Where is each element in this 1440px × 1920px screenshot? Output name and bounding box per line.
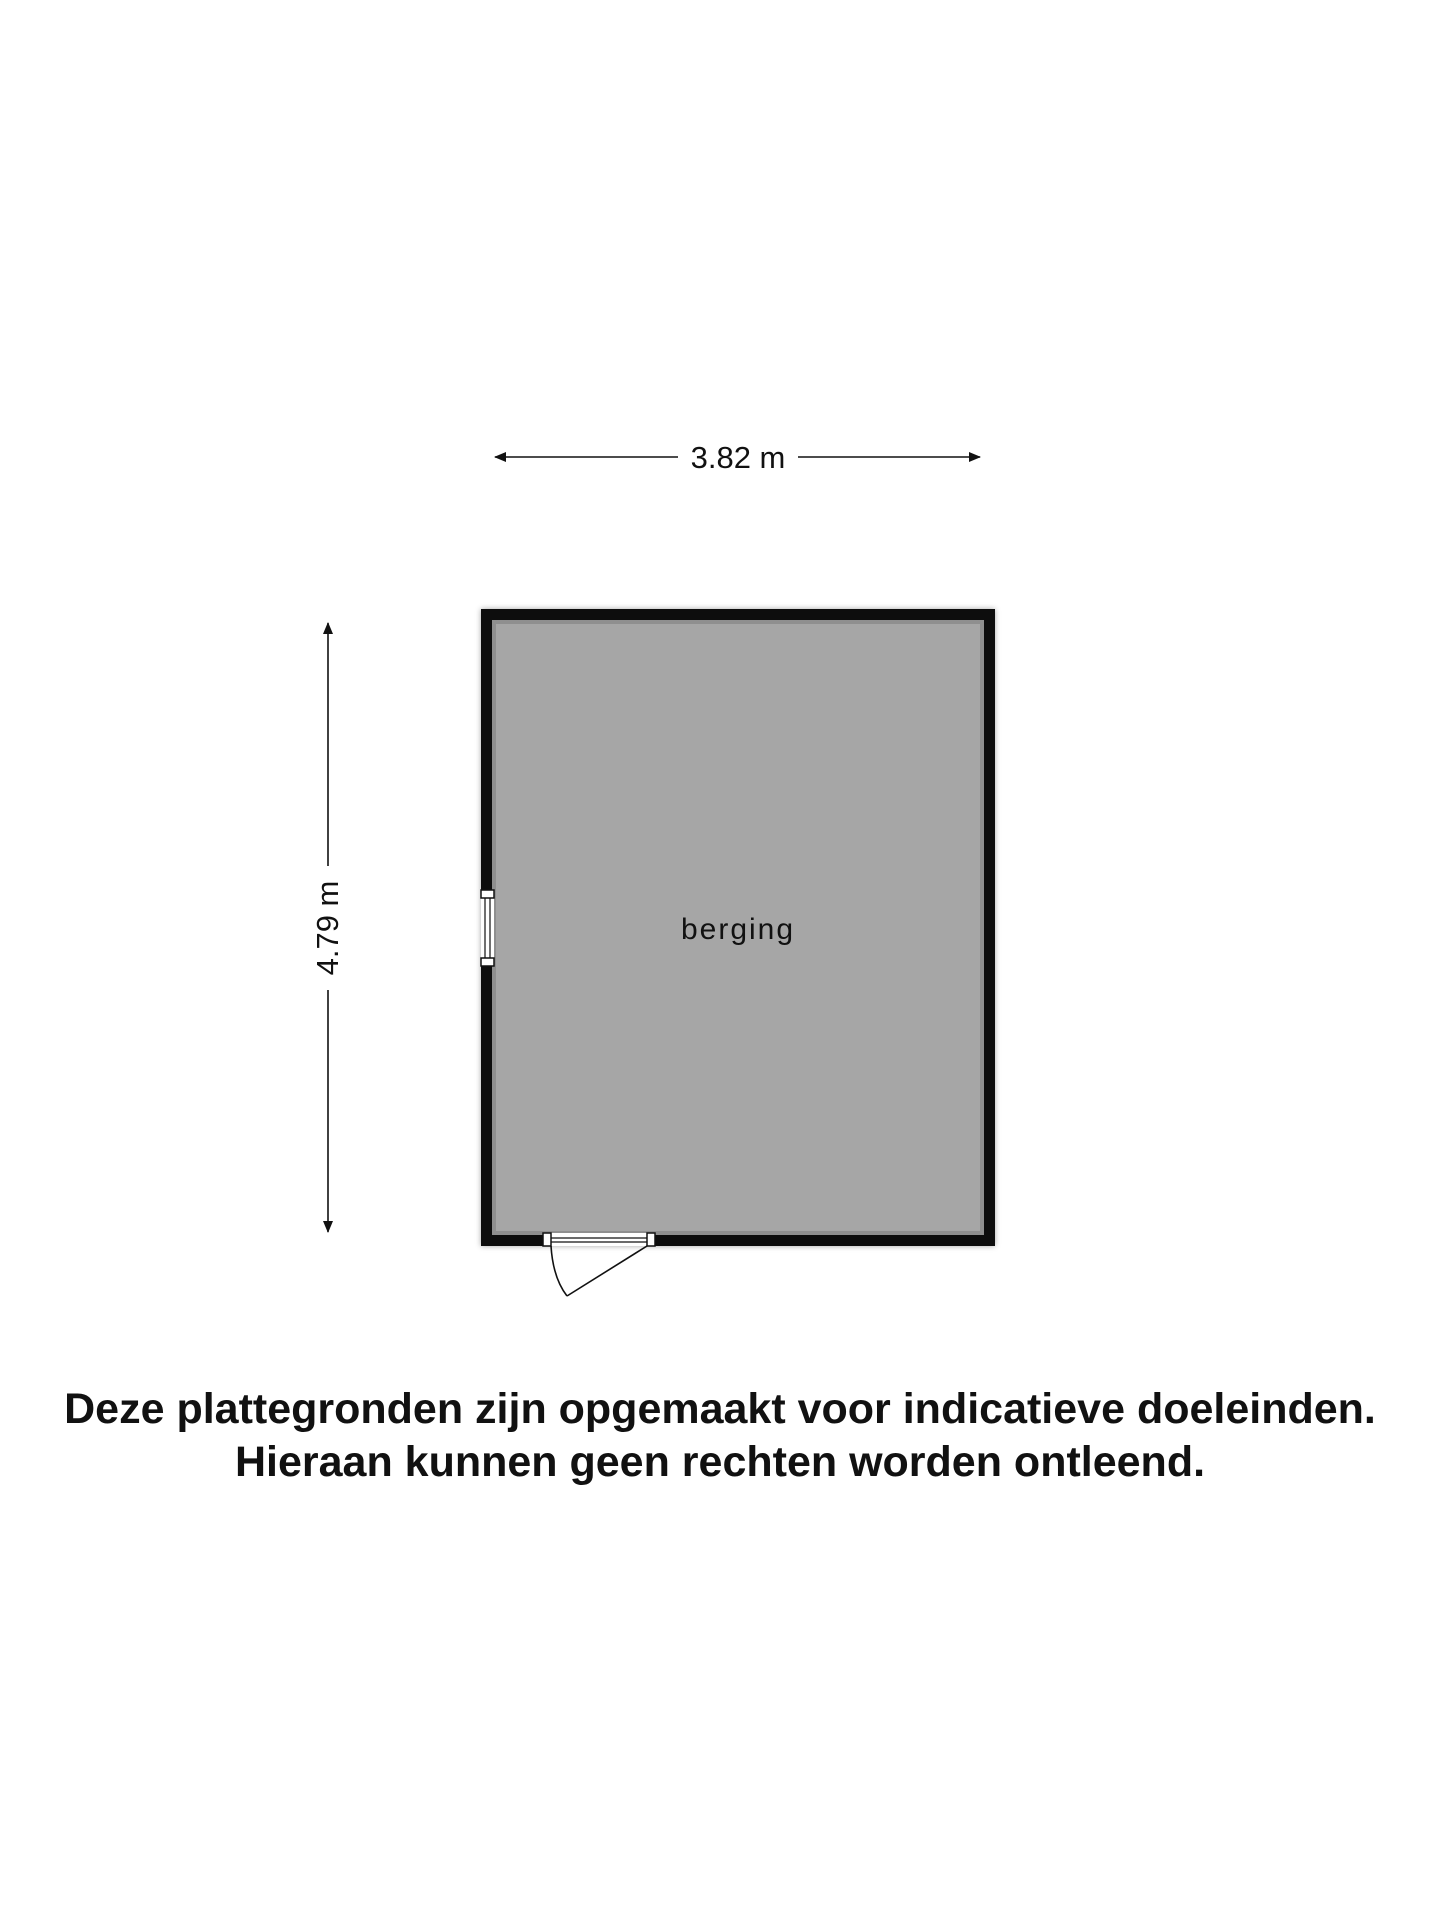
window-left-wall bbox=[480, 889, 495, 967]
room-floor bbox=[494, 622, 982, 1233]
room-berging: berging bbox=[481, 609, 995, 1246]
height-dimension-label: 4.79 m bbox=[310, 881, 345, 976]
room-label: berging bbox=[681, 913, 795, 946]
door-bottom-wall bbox=[542, 1232, 656, 1297]
door-leaf bbox=[566, 1245, 648, 1297]
width-dimension-label: 3.82 m bbox=[691, 440, 786, 475]
disclaimer-line-2: Hieraan kunnen geen rechten worden ontle… bbox=[234, 1438, 1206, 1486]
height-dimension: 4.79 m bbox=[310, 622, 345, 1233]
disclaimer-line-1: Deze plattegronden zijn opgemaakt voor i… bbox=[64, 1385, 1376, 1433]
door-swing-arc bbox=[550, 1245, 568, 1297]
width-dimension: 3.82 m bbox=[494, 440, 981, 475]
disclaimer: Deze plattegronden zijn opgemaakt voor i… bbox=[0, 1383, 1440, 1489]
